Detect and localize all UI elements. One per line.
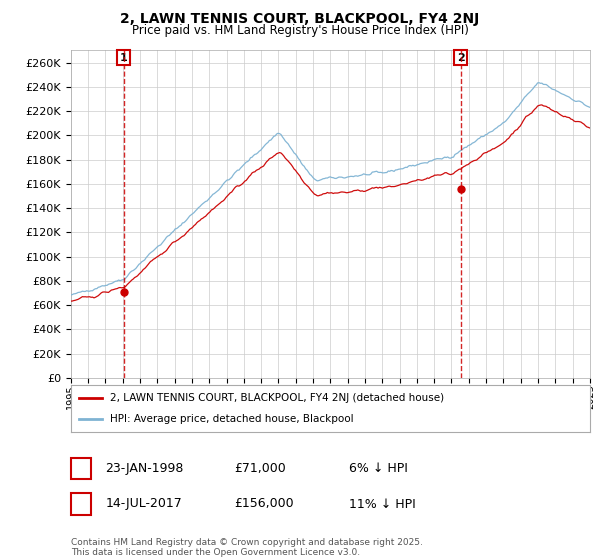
Text: 2: 2 (76, 497, 85, 511)
Text: 6% ↓ HPI: 6% ↓ HPI (349, 462, 407, 475)
Text: £156,000: £156,000 (235, 497, 294, 511)
Text: Contains HM Land Registry data © Crown copyright and database right 2025.
This d: Contains HM Land Registry data © Crown c… (71, 538, 422, 557)
Text: 2: 2 (457, 53, 464, 63)
Text: 1: 1 (76, 462, 85, 475)
Text: Price paid vs. HM Land Registry's House Price Index (HPI): Price paid vs. HM Land Registry's House … (131, 24, 469, 37)
Text: £71,000: £71,000 (235, 462, 286, 475)
Text: 23-JAN-1998: 23-JAN-1998 (106, 462, 184, 475)
Text: 1: 1 (120, 53, 128, 63)
Text: 11% ↓ HPI: 11% ↓ HPI (349, 497, 415, 511)
Text: 2, LAWN TENNIS COURT, BLACKPOOL, FY4 2NJ: 2, LAWN TENNIS COURT, BLACKPOOL, FY4 2NJ (121, 12, 479, 26)
Text: 14-JUL-2017: 14-JUL-2017 (106, 497, 182, 511)
Text: 2, LAWN TENNIS COURT, BLACKPOOL, FY4 2NJ (detached house): 2, LAWN TENNIS COURT, BLACKPOOL, FY4 2NJ… (110, 393, 444, 403)
Text: HPI: Average price, detached house, Blackpool: HPI: Average price, detached house, Blac… (110, 414, 353, 424)
